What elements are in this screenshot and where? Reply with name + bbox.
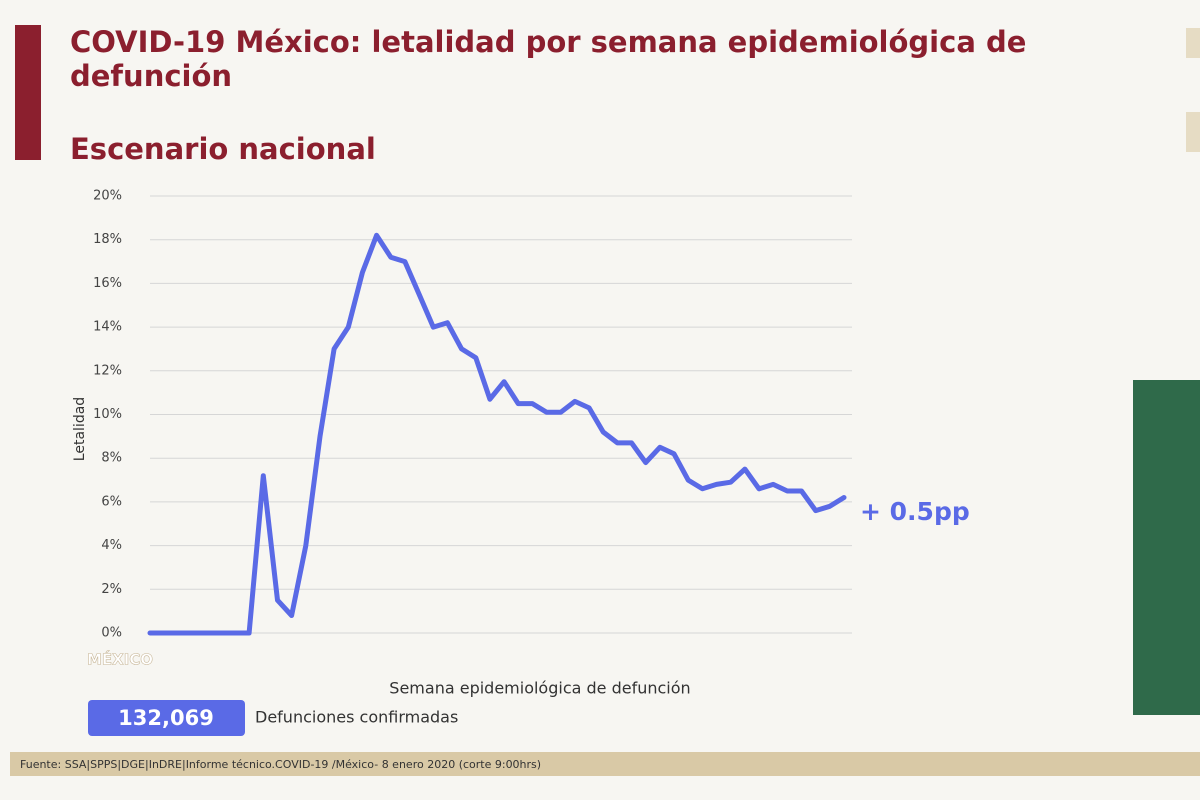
y-axis-label: Letalidad	[72, 397, 88, 461]
y-tick-label: 18%	[93, 232, 122, 247]
footer-bar	[10, 752, 1200, 776]
badge-text: Defunciones confirmadas	[255, 708, 458, 727]
y-tick-label: 2%	[101, 582, 122, 597]
line-series	[147, 232, 847, 636]
logo-text: MÉXICO	[87, 650, 153, 669]
logo-corner	[1186, 28, 1200, 58]
y-tick-label: 0%	[101, 626, 122, 641]
y-tick-label: 6%	[101, 494, 122, 509]
y-tick-label: 16%	[93, 276, 122, 291]
badge	[88, 700, 245, 736]
footer: Fuente: SSA|SPPS|DGE|InDRE|Informe técni…	[20, 758, 541, 771]
subtitle: Escenario nacional	[70, 132, 376, 166]
title: defunción	[70, 59, 232, 93]
annotation: + 0.5pp	[860, 497, 970, 526]
logo-corner	[1186, 112, 1200, 152]
y-tick-label: 4%	[101, 538, 122, 553]
badge-number: 132,069	[118, 706, 214, 730]
x-axis-label: Semana epidemiológica de defunción	[389, 679, 690, 698]
title: COVID-19 México: letalidad por semana ep…	[70, 25, 1026, 59]
y-tick-label: 14%	[93, 320, 122, 335]
y-tick-label: 20%	[93, 189, 122, 204]
y-tick-label: 10%	[93, 407, 122, 422]
y-tick-label: 8%	[101, 451, 122, 466]
video-feed	[1133, 380, 1200, 715]
accent-bar	[15, 25, 41, 160]
y-tick-label: 12%	[93, 363, 122, 378]
